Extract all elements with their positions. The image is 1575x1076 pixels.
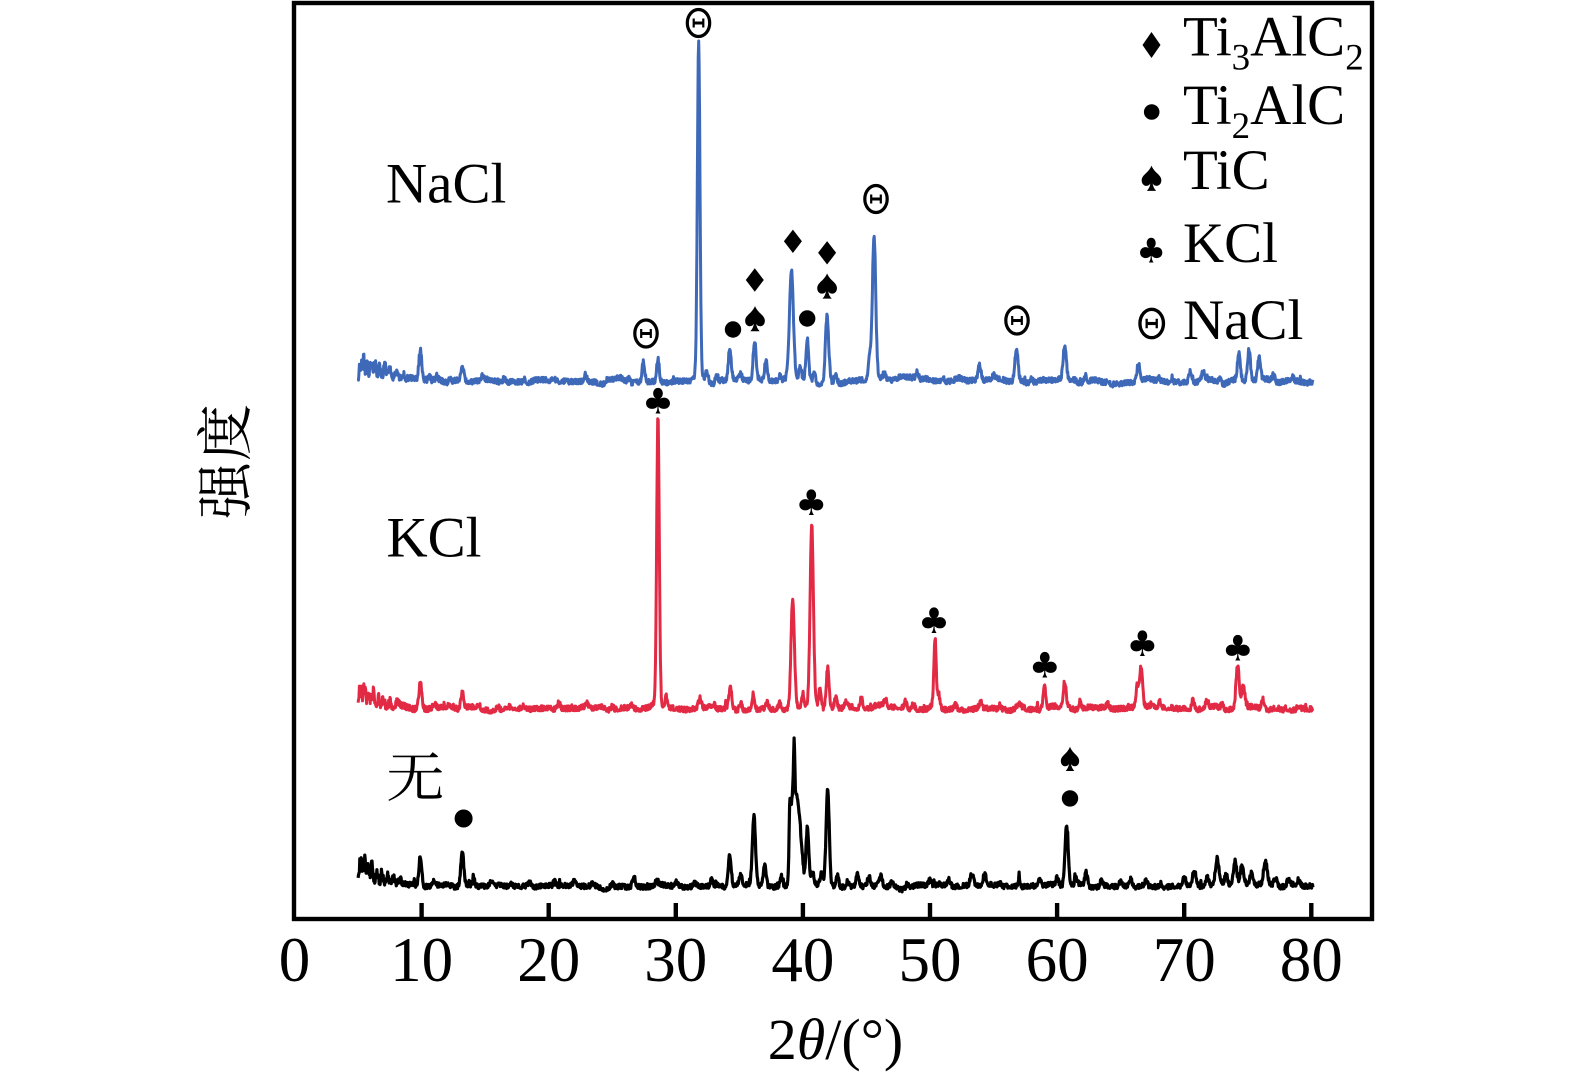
svg-text:10: 10 (390, 925, 453, 995)
svg-text:2θ/(°): 2θ/(°) (768, 1007, 903, 1072)
svg-text:20: 20 (517, 925, 580, 995)
svg-text:50: 50 (899, 925, 962, 995)
svg-text:Ti2​AlC: Ti2​AlC (1183, 74, 1345, 147)
svg-text:80: 80 (1280, 925, 1343, 995)
svg-text:TiC: TiC (1183, 139, 1270, 202)
svg-text:30: 30 (644, 925, 707, 995)
svg-text:60: 60 (1026, 925, 1089, 995)
svg-text:70: 70 (1153, 925, 1216, 995)
svg-text:NaCl: NaCl (1183, 289, 1303, 352)
svg-text:40: 40 (771, 925, 834, 995)
svg-text:Ti3​AlC2​: Ti3​AlC2​ (1183, 6, 1364, 79)
svg-text:0: 0 (279, 925, 311, 995)
svg-text:KCl: KCl (387, 507, 482, 570)
svg-text:NaCl: NaCl (386, 153, 506, 216)
svg-text:KCl: KCl (1183, 212, 1278, 275)
